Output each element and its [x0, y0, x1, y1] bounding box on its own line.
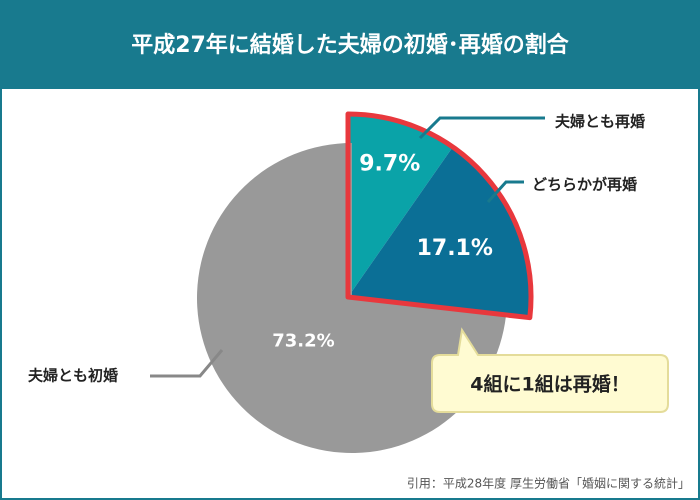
callout: 4組に1組は再婚！	[431, 327, 669, 413]
frame	[0, 87, 700, 500]
value-label: 17.1%	[417, 236, 493, 261]
value-label: 73.2%	[272, 330, 334, 351]
highlight-outline	[345, 111, 534, 321]
pie-slice	[348, 114, 453, 297]
leader-line	[418, 116, 545, 140]
callout-box	[431, 327, 669, 413]
source: 引用：平成28年度 厚生労働省「婚姻に関する統計」	[407, 476, 690, 491]
category-label: 夫婦とも再婚	[555, 113, 645, 131]
pie: 9.7% 夫婦とも再婚 17.1% どちらかが再婚 73.2% 夫婦とも初婚	[28, 111, 645, 454]
leader-line	[486, 180, 524, 204]
value-label: 9.7%	[359, 151, 420, 176]
leader-line	[150, 349, 224, 378]
header-bar	[0, 0, 700, 88]
chart-title: 平成27年に結婚した夫婦の初婚･再婚の割合	[131, 32, 570, 58]
annotation: 4組に1組は再婚！	[470, 373, 629, 396]
pie-slice	[348, 146, 531, 318]
category-label: どちらかが再婚	[532, 176, 637, 194]
category-label: 夫婦とも初婚	[28, 367, 118, 385]
